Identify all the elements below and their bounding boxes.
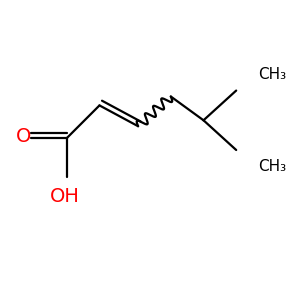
- Text: CH₃: CH₃: [259, 159, 286, 174]
- Text: CH₃: CH₃: [259, 67, 286, 82]
- Text: OH: OH: [50, 187, 80, 206]
- Text: O: O: [16, 127, 32, 146]
